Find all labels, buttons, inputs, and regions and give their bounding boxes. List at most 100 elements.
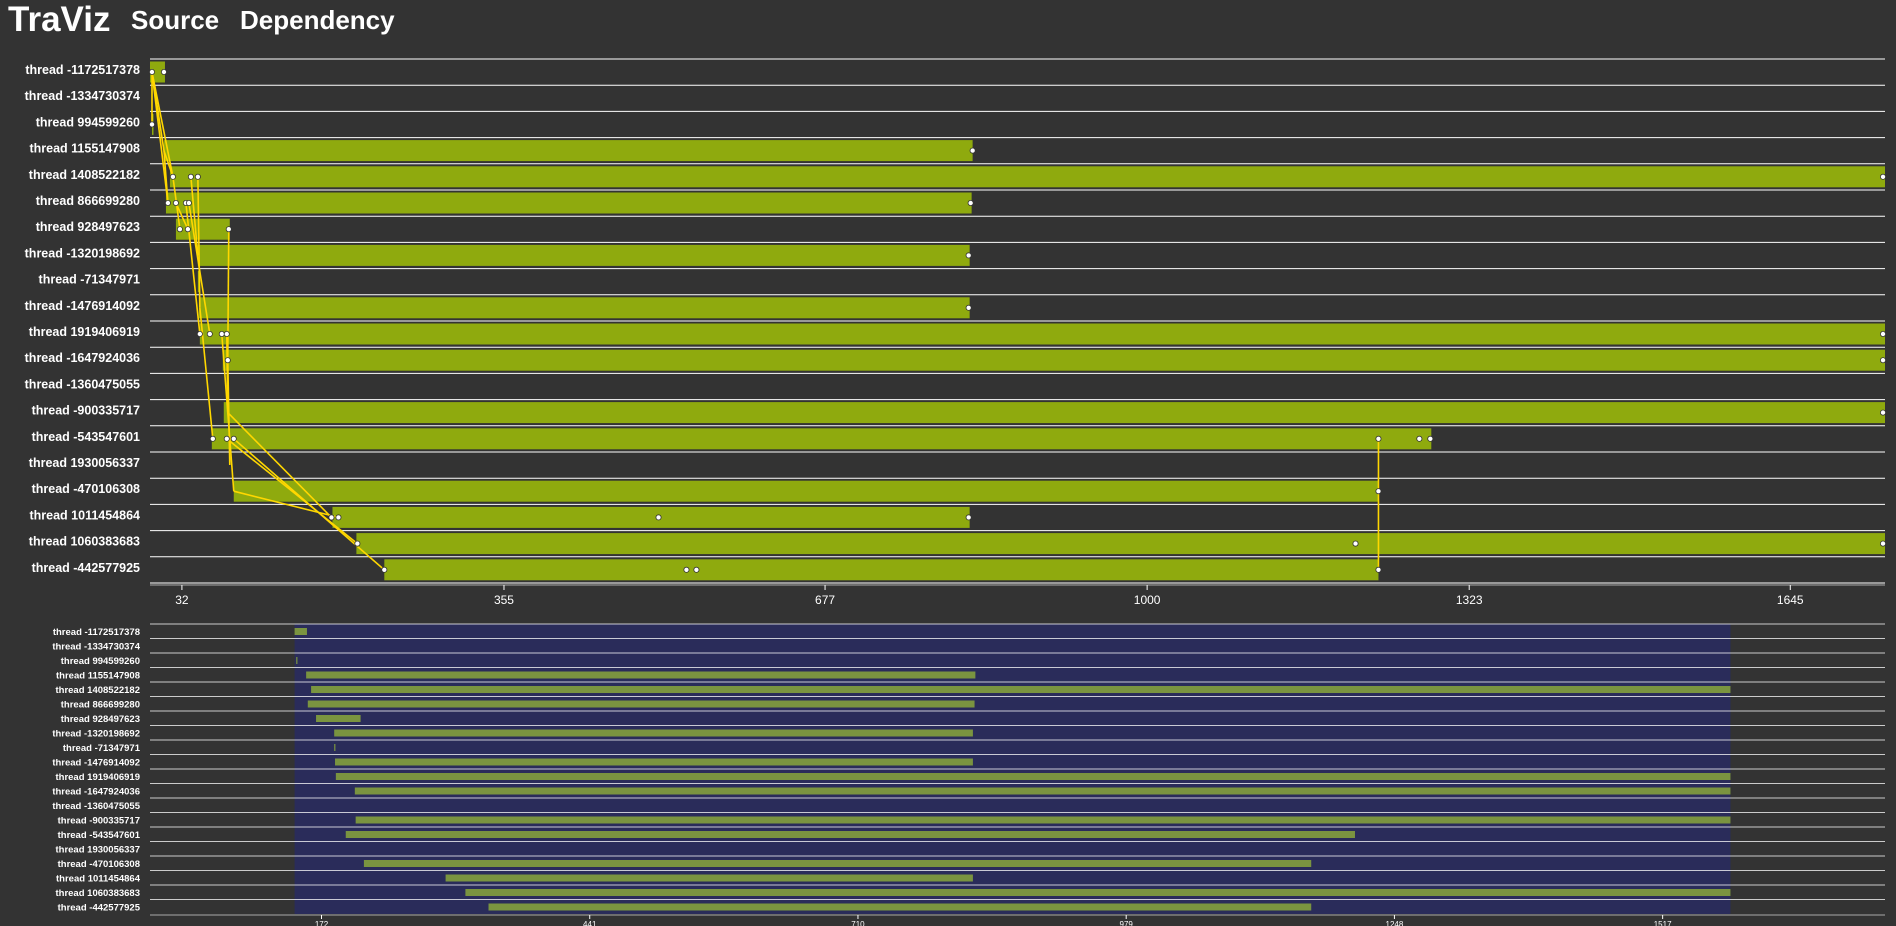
event-marker[interactable] xyxy=(206,330,213,337)
event-marker[interactable] xyxy=(172,199,179,206)
dependency-link[interactable] xyxy=(233,438,385,571)
event-marker[interactable] xyxy=(160,69,167,76)
event-marker[interactable] xyxy=(1375,566,1382,573)
event-marker[interactable] xyxy=(354,540,361,547)
event-marker[interactable] xyxy=(335,514,342,521)
thread-bar[interactable] xyxy=(197,244,970,266)
event-marker[interactable] xyxy=(1880,173,1887,180)
thread-label[interactable]: thread 1408522182 xyxy=(29,168,140,182)
event-marker[interactable] xyxy=(965,514,972,521)
overview-thread-bar xyxy=(296,657,298,664)
thread-label[interactable]: thread 1919406919 xyxy=(29,325,140,339)
dependency-link[interactable] xyxy=(151,71,169,204)
thread-label[interactable]: thread 928497623 xyxy=(36,220,140,234)
thread-label[interactable]: thread -1172517378 xyxy=(25,63,140,77)
event-marker[interactable] xyxy=(164,199,171,206)
thread-bar[interactable] xyxy=(223,402,1885,424)
event-marker[interactable] xyxy=(1880,330,1887,337)
nav-source[interactable]: Source xyxy=(131,5,220,35)
event-marker[interactable] xyxy=(1416,435,1423,442)
dependency-link[interactable] xyxy=(233,490,339,519)
event-marker[interactable] xyxy=(223,330,230,337)
event-marker[interactable] xyxy=(224,357,231,364)
thread-bar[interactable] xyxy=(169,166,1886,188)
thread-label[interactable]: thread 994599260 xyxy=(36,115,140,129)
thread-label[interactable]: thread -1360475055 xyxy=(25,377,140,391)
thread-label[interactable]: thread -543547601 xyxy=(32,430,140,444)
thread-label[interactable]: thread -442577925 xyxy=(32,561,140,575)
dependency-link[interactable] xyxy=(227,412,333,518)
overview-thread-label: thread -1647924036 xyxy=(52,787,140,798)
thread-label[interactable]: thread 1011454864 xyxy=(29,508,140,522)
thread-label[interactable]: thread -1334730374 xyxy=(25,89,140,103)
thread-label[interactable]: thread -470106308 xyxy=(32,482,140,496)
event-marker[interactable] xyxy=(328,514,335,521)
event-marker[interactable] xyxy=(223,435,230,442)
thread-bar[interactable] xyxy=(165,192,972,214)
thread-label[interactable]: thread 1930056337 xyxy=(29,456,140,470)
event-marker[interactable] xyxy=(655,514,662,521)
event-marker[interactable] xyxy=(187,173,194,180)
thread-bar[interactable] xyxy=(356,533,1886,555)
event-marker[interactable] xyxy=(176,226,183,233)
event-marker[interactable] xyxy=(230,435,237,442)
dependency-link[interactable] xyxy=(185,202,201,335)
thread-bar[interactable] xyxy=(332,506,970,528)
dependency-link[interactable] xyxy=(188,202,211,335)
dependency-link[interactable] xyxy=(197,176,201,308)
thread-label[interactable]: thread 866699280 xyxy=(36,194,140,208)
event-marker[interactable] xyxy=(965,252,972,259)
dependency-link[interactable] xyxy=(226,438,358,545)
event-marker[interactable] xyxy=(209,435,216,442)
thread-bar[interactable] xyxy=(198,297,970,319)
overview-timeline[interactable]: thread -1172517378 thread -1334730374 thre… xyxy=(52,623,1885,926)
dependency-link[interactable] xyxy=(226,229,230,361)
event-marker[interactable] xyxy=(1375,488,1382,495)
event-marker[interactable] xyxy=(148,69,155,76)
thread-label[interactable]: thread -1647924036 xyxy=(25,351,140,365)
thread-bar[interactable] xyxy=(222,349,1885,371)
thread-label[interactable]: thread 1060383683 xyxy=(29,535,140,549)
event-marker[interactable] xyxy=(194,173,201,180)
thread-label[interactable]: thread -1320198692 xyxy=(25,246,140,260)
event-marker[interactable] xyxy=(169,173,176,180)
dependency-link[interactable] xyxy=(190,176,199,256)
event-marker[interactable] xyxy=(1880,409,1887,416)
event-marker[interactable] xyxy=(381,566,388,573)
event-marker[interactable] xyxy=(1427,435,1434,442)
thread-bar[interactable] xyxy=(163,140,973,162)
dependency-link[interactable] xyxy=(151,71,174,177)
dependency-link[interactable] xyxy=(163,150,174,178)
event-marker[interactable] xyxy=(1880,540,1887,547)
event-marker[interactable] xyxy=(1375,435,1382,442)
event-marker[interactable] xyxy=(148,121,155,128)
thread-bar[interactable] xyxy=(211,428,1432,450)
thread-label[interactable]: thread -900335717 xyxy=(32,404,140,418)
dependency-link[interactable] xyxy=(163,150,169,204)
event-marker[interactable] xyxy=(965,304,972,311)
thread-bar[interactable] xyxy=(233,480,1379,502)
thread-label[interactable]: thread 1155147908 xyxy=(29,142,140,156)
main-timeline[interactable]: thread -1172517378 thread -1334730374 thre… xyxy=(25,58,1887,607)
event-marker[interactable] xyxy=(1880,357,1887,364)
thread-bar[interactable] xyxy=(199,323,1885,345)
event-marker[interactable] xyxy=(693,566,700,573)
event-marker[interactable] xyxy=(184,226,191,233)
thread-bar[interactable] xyxy=(384,559,1379,581)
event-marker[interactable] xyxy=(225,226,232,233)
event-marker[interactable] xyxy=(967,199,974,206)
dependency-link[interactable] xyxy=(199,307,214,439)
event-marker[interactable] xyxy=(1352,540,1359,547)
overview-thread-label: thread -71347971 xyxy=(63,743,141,754)
event-marker[interactable] xyxy=(969,147,976,154)
event-marker[interactable] xyxy=(185,199,192,206)
event-marker[interactable] xyxy=(196,330,203,337)
nav-dependency[interactable]: Dependency xyxy=(240,5,395,35)
thread-label[interactable]: thread -1476914092 xyxy=(25,299,140,313)
thread-bar[interactable] xyxy=(197,271,200,293)
thread-label[interactable]: thread -71347971 xyxy=(39,273,141,287)
event-marker[interactable] xyxy=(218,330,225,337)
event-marker[interactable] xyxy=(683,566,690,573)
dependency-link[interactable] xyxy=(175,202,189,230)
